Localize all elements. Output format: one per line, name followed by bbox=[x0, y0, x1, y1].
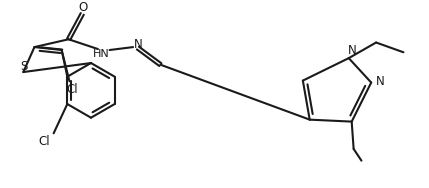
Text: Cl: Cl bbox=[38, 135, 50, 148]
Text: N: N bbox=[133, 38, 142, 51]
Text: HN: HN bbox=[93, 49, 109, 59]
Text: N: N bbox=[376, 75, 384, 88]
Text: O: O bbox=[79, 1, 88, 14]
Text: Cl: Cl bbox=[66, 83, 78, 96]
Text: S: S bbox=[21, 60, 28, 73]
Text: N: N bbox=[348, 44, 357, 57]
